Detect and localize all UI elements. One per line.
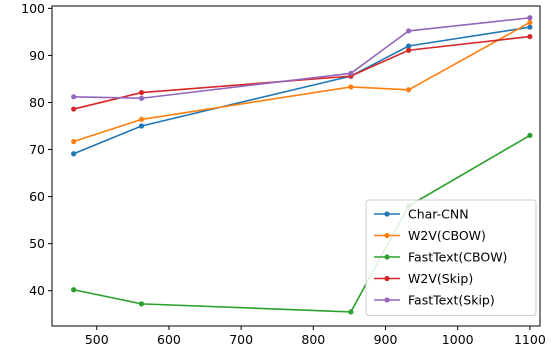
data-point-fasttext-skip <box>406 28 412 34</box>
data-point-w2v-skip <box>406 47 412 53</box>
data-point-fasttext-skip <box>527 15 533 21</box>
y-tick-label: 50 <box>29 236 45 251</box>
x-axis: 500 600 700 800 900 1000 1100 <box>85 326 546 347</box>
y-tick-label: 90 <box>29 48 45 63</box>
data-point-fasttext-cbow <box>348 309 354 315</box>
legend-label: FastText(CBOW) <box>408 250 507 265</box>
data-point-fasttext-skip <box>138 95 145 101</box>
legend-marker <box>384 254 390 260</box>
data-point-w2v-skip <box>138 89 145 96</box>
legend-marker <box>384 297 390 303</box>
x-tick-label: 800 <box>301 332 325 347</box>
data-point-fasttext-cbow <box>71 287 77 293</box>
data-point-w2v-skip <box>527 33 533 40</box>
legend-label: W2V(CBOW) <box>408 228 486 243</box>
y-tick-label: 100 <box>21 1 45 16</box>
data-point-w2v-skip <box>71 106 77 112</box>
data-point-char-cnn <box>406 43 412 49</box>
y-tick-label: 70 <box>29 142 45 157</box>
data-point-char-cnn <box>71 151 77 157</box>
data-point-w2v-cbow <box>348 84 354 90</box>
legend-marker <box>384 232 390 239</box>
x-tick-label: 1000 <box>442 332 474 347</box>
data-point-fasttext-cbow <box>138 301 145 307</box>
data-point-fasttext-skip <box>71 94 77 100</box>
legend-label: FastText(Skip) <box>408 293 495 308</box>
data-point-w2v-cbow <box>138 116 145 123</box>
legend-box <box>365 199 537 316</box>
data-point-w2v-cbow <box>71 138 77 145</box>
x-tick-label: 600 <box>157 332 181 347</box>
y-tick-label: 80 <box>29 95 45 110</box>
legend-label: Char-CNN <box>408 207 469 222</box>
legend: Char-CNN W2V(CBOW) FastText(CBOW) W2V(Skip)… <box>365 199 537 316</box>
y-tick-label: 40 <box>29 283 45 298</box>
legend-marker <box>384 211 390 217</box>
y-axis: 40 50 60 70 80 90 100 <box>21 1 52 298</box>
data-point-char-cnn <box>138 123 145 129</box>
plot-area-frame <box>51 5 541 327</box>
x-tick-label: 900 <box>374 332 398 347</box>
x-tick-label: 700 <box>229 332 253 347</box>
y-tick-label: 60 <box>29 189 45 204</box>
x-tick-label: 500 <box>85 332 109 347</box>
data-point-char-cnn <box>527 24 533 30</box>
legend-marker <box>384 275 390 282</box>
series-layer <box>71 15 533 315</box>
data-point-fasttext-skip <box>348 70 354 76</box>
series-line-fasttext-skip <box>73 16 530 100</box>
legend-label: W2V(Skip) <box>408 271 473 286</box>
data-point-w2v-cbow <box>527 19 533 26</box>
data-point-w2v-cbow <box>406 87 412 93</box>
x-tick-label: 1100 <box>514 332 546 347</box>
data-point-fasttext-cbow <box>527 132 533 139</box>
